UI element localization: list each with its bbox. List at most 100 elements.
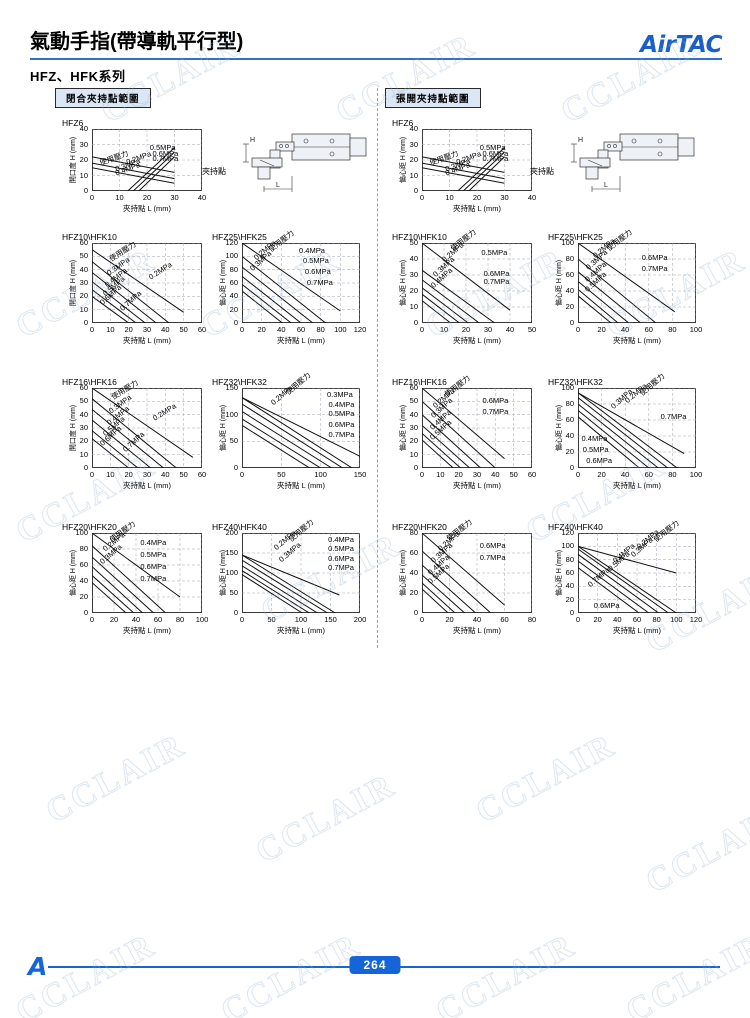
series-line (242, 554, 336, 613)
x-tick-label: 200 (353, 615, 367, 624)
page-footer: A 264 (0, 952, 750, 982)
y-tick-label: 20 (79, 155, 88, 164)
series-line (578, 392, 678, 468)
drawing-caption: 夾持點 (530, 167, 554, 176)
series-line (242, 411, 332, 468)
x-tick-label: 20 (124, 470, 133, 479)
y-tick-label: 80 (565, 399, 574, 408)
series-line (422, 550, 492, 613)
series-line (92, 430, 139, 468)
series-line (242, 283, 292, 323)
x-tick-label: 30 (142, 470, 152, 479)
chart-left-hfz25: HFZ25\HFK25 0 20 40 60 80 100 120 0 20 40 60 80 100 12… (212, 228, 372, 350)
x-axis-title: 夾持點 L (mm) (612, 336, 662, 345)
plot-area: 0 10 20 30 40 0 10 20 30 40 偏心距 H (mm) 夾持點 L (mm) 使用… (392, 124, 542, 213)
x-tick-label: 60 (197, 325, 207, 334)
plot-area: 0 10 20 30 40 50 60 0 10 20 30 40 50 60 偏心距 H (mm) 夾持點 … (392, 373, 542, 495)
chart-title: HFZ10\HFK10 (392, 232, 447, 242)
y-tick-label: 0 (83, 463, 88, 472)
x-tick-label: 40 (197, 193, 207, 202)
pressure-label: 0.5MPa (582, 444, 609, 454)
x-tick-label: 40 (505, 325, 515, 334)
y-tick-label: 20 (409, 286, 418, 295)
series-line (242, 290, 283, 323)
y-tick-label: 60 (565, 270, 574, 279)
svg-text:H: H (250, 137, 255, 144)
y-axis-title: 偏心距 H (mm) (220, 549, 227, 597)
x-tick-label: 50 (179, 470, 188, 479)
x-tick-label: 40 (491, 470, 500, 479)
y-tick-label: 10 (79, 170, 88, 180)
x-axis-title: 夾持點 L (mm) (612, 481, 662, 490)
x-tick-label: 50 (509, 470, 518, 479)
series-line (578, 548, 669, 613)
series-line (422, 269, 495, 323)
watermark-text: CCLAIR (39, 726, 192, 831)
pressure-label: 0.5MPa (479, 142, 506, 152)
plot-svg (422, 243, 532, 323)
series-line (92, 289, 137, 323)
gripper-drawing: H L 夾持點 (530, 130, 698, 208)
plot-svg (92, 243, 202, 323)
pressure-label: 0.6MPa (483, 268, 510, 278)
page-header: 氣動手指(帶導軌平行型) AirTAC HFZ、HFK系列 (30, 30, 722, 85)
x-tick-label: 10 (445, 193, 454, 202)
plot-svg (92, 129, 202, 191)
x-tick-label: 0 (239, 325, 245, 334)
y-tick-label: 40 (229, 291, 238, 301)
x-tick-label: 10 (115, 193, 124, 202)
x-tick-label: 40 (131, 615, 141, 624)
series-line (422, 162, 505, 180)
x-tick-label: 50 (267, 615, 276, 624)
pressure-label: 0.6MPa (482, 149, 509, 159)
series-line (578, 560, 650, 613)
plot-frame (578, 243, 696, 323)
x-tick-label: 20 (472, 193, 482, 202)
plot-area: 0 20 40 60 80 100 0 20 40 60 80 100 偏心距 H (mm) 夾持點 L … (548, 371, 708, 495)
series-line (578, 258, 657, 323)
x-axis-title: 夾持點 L (mm) (452, 204, 502, 213)
y-tick-label: 120 (561, 528, 574, 537)
series-line (578, 289, 619, 323)
x-axis-title: 夾持點 L (mm) (276, 481, 326, 490)
x-tick-label: 60 (500, 615, 509, 624)
series-line (92, 295, 129, 323)
chart-right-hfz6: HFZ6 0 10 20 30 40 0 10 20 30 40 偏心距 H (mm) 夾持點 L (m… (392, 118, 542, 213)
x-axis-title: 夾持點 L (mm) (122, 481, 172, 490)
x-tick-label: 60 (153, 615, 163, 624)
chart-title: HFZ25\HFK25 (212, 232, 267, 242)
x-tick-label: 10 (436, 470, 445, 479)
pressure-label: 0.7MPa (479, 553, 506, 562)
chart-title: HFZ25\HFK25 (548, 232, 603, 242)
series-line (92, 575, 135, 613)
pressure-label: 0.7MPa (641, 263, 668, 273)
series-line (578, 545, 677, 613)
y-tick-label: 30 (409, 423, 418, 432)
y-tick-label: 20 (409, 436, 418, 446)
chart-title: HFZ16\HFK16 (392, 377, 447, 387)
y-tick-label: 40 (565, 286, 574, 295)
y-tick-label: 60 (565, 568, 574, 577)
series-line (578, 403, 659, 468)
x-tick-label: 80 (316, 325, 325, 334)
series-line (92, 388, 194, 458)
y-tick-label: 40 (79, 409, 88, 419)
chart-title: HFZ10\HFK10 (62, 232, 117, 242)
x-tick-label: 50 (179, 325, 188, 334)
x-tick-label: 0 (89, 615, 95, 624)
x-axis-title: 夾持點 L (mm) (612, 626, 662, 635)
y-axis-title: 偏心距 H (mm) (556, 549, 563, 597)
chart-left-hfz16: HFZ16\HFK16 0 10 20 30 40 50 60 0 10 20 30 40 50 60 開口度… (62, 377, 212, 495)
pressure-label: 0.4MPa (299, 245, 325, 255)
plot-svg (578, 243, 696, 323)
plot-frame (242, 388, 360, 468)
section-label-closed: 閉合夾持點範圍 (55, 88, 151, 108)
column-divider (377, 88, 378, 648)
gripper-drawing: H L 夾持點 (202, 130, 370, 208)
y-tick-label: 60 (409, 383, 418, 392)
y-tick-label: 0 (413, 318, 418, 327)
y-tick-label: 40 (409, 568, 418, 577)
y-tick-label: 40 (409, 409, 418, 419)
plot-area: 0 10 20 30 40 50 60 0 10 20 30 40 50 60 開口度 H (mm) 夾持點 … (62, 378, 212, 495)
series-line (242, 275, 302, 323)
